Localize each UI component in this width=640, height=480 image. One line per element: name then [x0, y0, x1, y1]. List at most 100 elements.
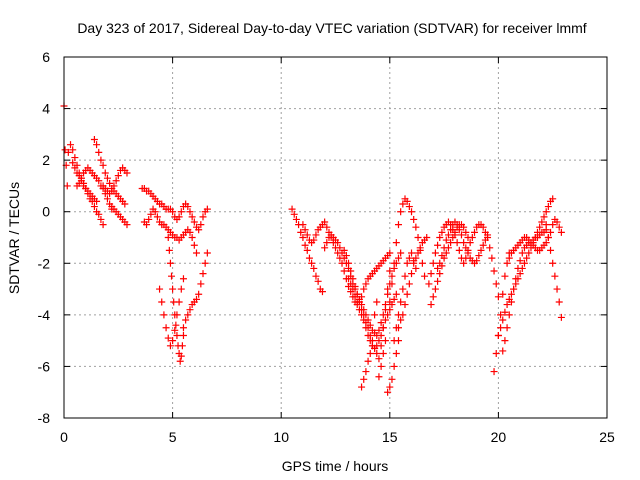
data-point — [177, 352, 185, 360]
chart-title: Day 323 of 2017, Sidereal Day-to-day VTE… — [77, 20, 586, 36]
data-point — [542, 208, 550, 216]
data-point — [388, 272, 396, 280]
x-tick-label: 0 — [60, 429, 68, 445]
data-point — [427, 270, 435, 278]
data-point — [431, 285, 439, 293]
data-point — [90, 136, 98, 144]
series-arc13 — [288, 205, 394, 363]
series-arc7 — [108, 203, 131, 229]
data-point — [203, 249, 211, 257]
data-point — [440, 244, 448, 252]
data-point — [497, 324, 505, 332]
y-tick-label: 0 — [42, 204, 50, 220]
series-arc18 — [386, 195, 429, 306]
data-point — [410, 215, 418, 223]
data-point — [414, 234, 422, 241]
data-point — [547, 246, 555, 254]
data-point — [321, 218, 329, 226]
series-arc20 — [390, 249, 420, 345]
series-arc27 — [505, 215, 565, 262]
data-point — [358, 311, 366, 319]
data-point — [512, 275, 520, 283]
data-point — [466, 239, 474, 247]
data-point — [507, 298, 515, 306]
data-point — [490, 368, 498, 376]
data-point — [412, 223, 420, 231]
data-point — [394, 311, 402, 319]
data-point — [384, 311, 392, 319]
data-point — [373, 350, 381, 358]
data-point — [340, 267, 348, 275]
data-point — [479, 223, 487, 231]
data-point — [171, 326, 179, 334]
data-point — [455, 246, 463, 254]
data-point — [179, 275, 187, 283]
data-point — [195, 226, 203, 234]
data-point — [182, 316, 190, 324]
data-point — [97, 156, 105, 164]
data-point — [338, 259, 346, 267]
series-arc8 — [138, 185, 211, 234]
data-point — [69, 159, 77, 167]
data-point — [497, 311, 505, 319]
data-point — [168, 272, 176, 280]
series-arc10 — [156, 275, 187, 350]
data-point — [123, 221, 131, 229]
data-point — [188, 234, 196, 241]
data-point — [64, 148, 72, 156]
data-point — [160, 311, 168, 319]
data-point — [549, 195, 557, 203]
data-point — [403, 259, 411, 267]
data-point — [290, 210, 298, 218]
data-point — [555, 223, 563, 231]
data-point — [342, 252, 350, 260]
data-point — [303, 231, 311, 239]
data-point — [351, 293, 359, 301]
data-point — [186, 306, 194, 314]
data-point — [110, 182, 118, 190]
data-point — [427, 301, 435, 309]
data-point — [397, 208, 405, 216]
data-point — [362, 368, 370, 376]
data-point — [457, 231, 465, 239]
data-point — [499, 316, 507, 324]
data-point — [63, 182, 71, 190]
data-point — [397, 249, 405, 257]
data-point — [165, 246, 173, 254]
data-point — [186, 208, 194, 216]
data-point — [394, 221, 402, 229]
data-point — [121, 200, 129, 208]
data-point — [408, 249, 416, 257]
series-arc3 — [69, 159, 107, 229]
data-point — [386, 306, 394, 314]
data-point — [364, 331, 372, 339]
data-point — [321, 244, 329, 252]
data-point — [499, 290, 507, 298]
data-point — [514, 264, 522, 272]
data-point — [475, 252, 483, 260]
data-point — [388, 375, 396, 383]
data-point — [381, 337, 389, 345]
data-point — [492, 350, 500, 358]
data-point — [371, 311, 379, 319]
data-point — [71, 164, 79, 172]
data-point — [169, 337, 177, 345]
data-point — [549, 221, 557, 229]
data-point — [390, 337, 398, 345]
data-point — [408, 270, 416, 278]
data-point — [153, 213, 161, 221]
data-point — [297, 228, 305, 236]
data-point — [405, 254, 413, 262]
data-point — [525, 249, 533, 257]
plot-frame — [63, 56, 608, 419]
data-point — [366, 350, 374, 358]
data-point — [360, 316, 368, 324]
data-point — [423, 234, 431, 241]
data-point — [408, 208, 416, 216]
data-point — [364, 357, 372, 365]
data-point — [484, 231, 492, 239]
axes: 0 5 10 15 20 25 -8 -6 -4 -2 0 2 4 6 — [38, 49, 615, 445]
data-point — [379, 324, 387, 332]
data-point — [143, 221, 151, 229]
data-point — [362, 324, 370, 332]
